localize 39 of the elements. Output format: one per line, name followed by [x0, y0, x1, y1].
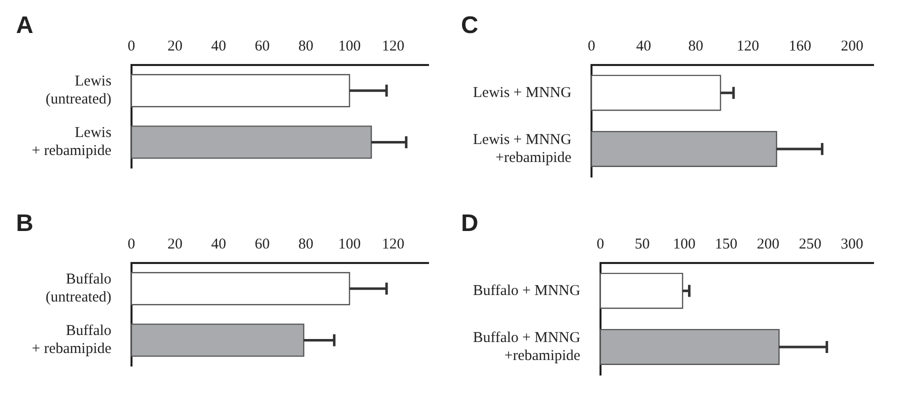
- y-tick-label: Lewis + MNNG: [473, 84, 572, 101]
- x-tick-label: 60: [254, 236, 270, 253]
- x-tick-label: 0: [128, 38, 136, 55]
- y-tick-label: Buffalo + rebamipide: [28, 323, 112, 358]
- x-tick-label: 200: [840, 38, 864, 55]
- x-tick-label: 80: [298, 38, 314, 55]
- x-tick-label: 50: [634, 236, 650, 253]
- x-tick-label: 100: [672, 236, 696, 253]
- x-tick-label: 160: [788, 38, 812, 55]
- y-tick-label: Lewis + rebamipide: [28, 125, 112, 160]
- x-tick-label: 40: [211, 38, 226, 55]
- x-tick-label: 120: [382, 38, 404, 55]
- x-tick-label: 0: [588, 38, 596, 55]
- chart-title: D: [461, 210, 478, 238]
- x-tick-label: 60: [254, 38, 270, 55]
- y-tick-label: Buffalo + MNNG +rebamipide: [473, 330, 581, 364]
- y-tick-label: Lewis + MNNG +rebamipide: [473, 132, 572, 166]
- x-tick-label: 80: [688, 38, 704, 55]
- x-tick-label: 100: [338, 38, 361, 55]
- x-tick-label: 150: [714, 236, 738, 253]
- x-tick-label: 300: [840, 236, 864, 253]
- y-tick-label: Lewis (untreated): [42, 74, 112, 108]
- y-tick-label: Buffalo + MNNG: [473, 282, 581, 299]
- x-tick-label: 100: [338, 236, 361, 253]
- x-tick-label: 40: [211, 236, 226, 253]
- x-tick-label: 20: [168, 38, 183, 55]
- chart-title: A: [16, 12, 34, 40]
- chart-title: B: [16, 210, 34, 238]
- x-tick-label: 200: [756, 236, 780, 253]
- x-tick-label: 120: [382, 236, 404, 253]
- y-tick-label: Buffalo (untreated): [42, 272, 112, 306]
- x-tick-label: 40: [636, 38, 652, 55]
- x-tick-label: 0: [128, 236, 136, 253]
- x-tick-label: 20: [168, 236, 183, 253]
- chart-title: C: [461, 12, 478, 40]
- x-tick-label: 250: [798, 236, 822, 253]
- x-tick-label: 80: [298, 236, 314, 253]
- x-tick-label: 0: [596, 236, 604, 253]
- x-tick-label: 120: [736, 38, 760, 55]
